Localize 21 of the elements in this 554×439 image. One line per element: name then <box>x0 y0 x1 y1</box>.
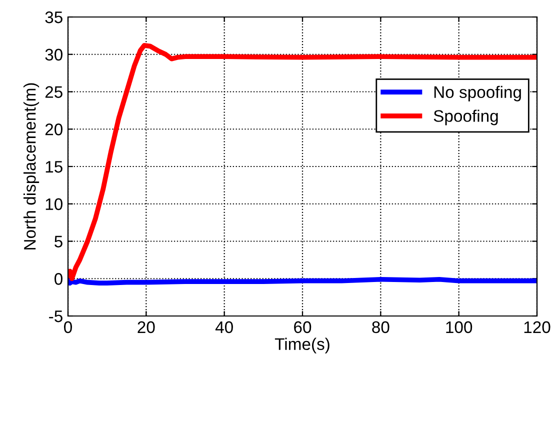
y-tick-label: -5 <box>49 310 62 322</box>
y-tick-label: 35 <box>45 11 62 24</box>
x-tick-label: 120 <box>524 321 550 334</box>
y-tick-label: 10 <box>46 198 62 210</box>
line-series <box>68 42 537 282</box>
x-axis-title: Time(s) <box>274 338 330 354</box>
x-tick-label: 20 <box>138 321 155 334</box>
x-tick-label: 40 <box>215 321 233 334</box>
y-tick-label: 5 <box>54 236 62 248</box>
y-tick-label: 15 <box>46 161 62 173</box>
y-axis-title: North displacement(m) <box>24 83 40 250</box>
x-tick-label: 80 <box>372 321 390 334</box>
legend-label: No spoofing <box>434 86 521 102</box>
y-tick-label: 30 <box>45 48 62 61</box>
x-tick-label: 60 <box>294 321 312 334</box>
y-tick-label: 20 <box>45 124 62 136</box>
y-tick-label: 0 <box>54 273 62 285</box>
x-tick-label: 0 <box>64 321 72 334</box>
x-tick-label: 100 <box>446 321 472 334</box>
y-tick-label: 25 <box>45 86 62 98</box>
legend-label: Spoofing <box>434 110 498 126</box>
